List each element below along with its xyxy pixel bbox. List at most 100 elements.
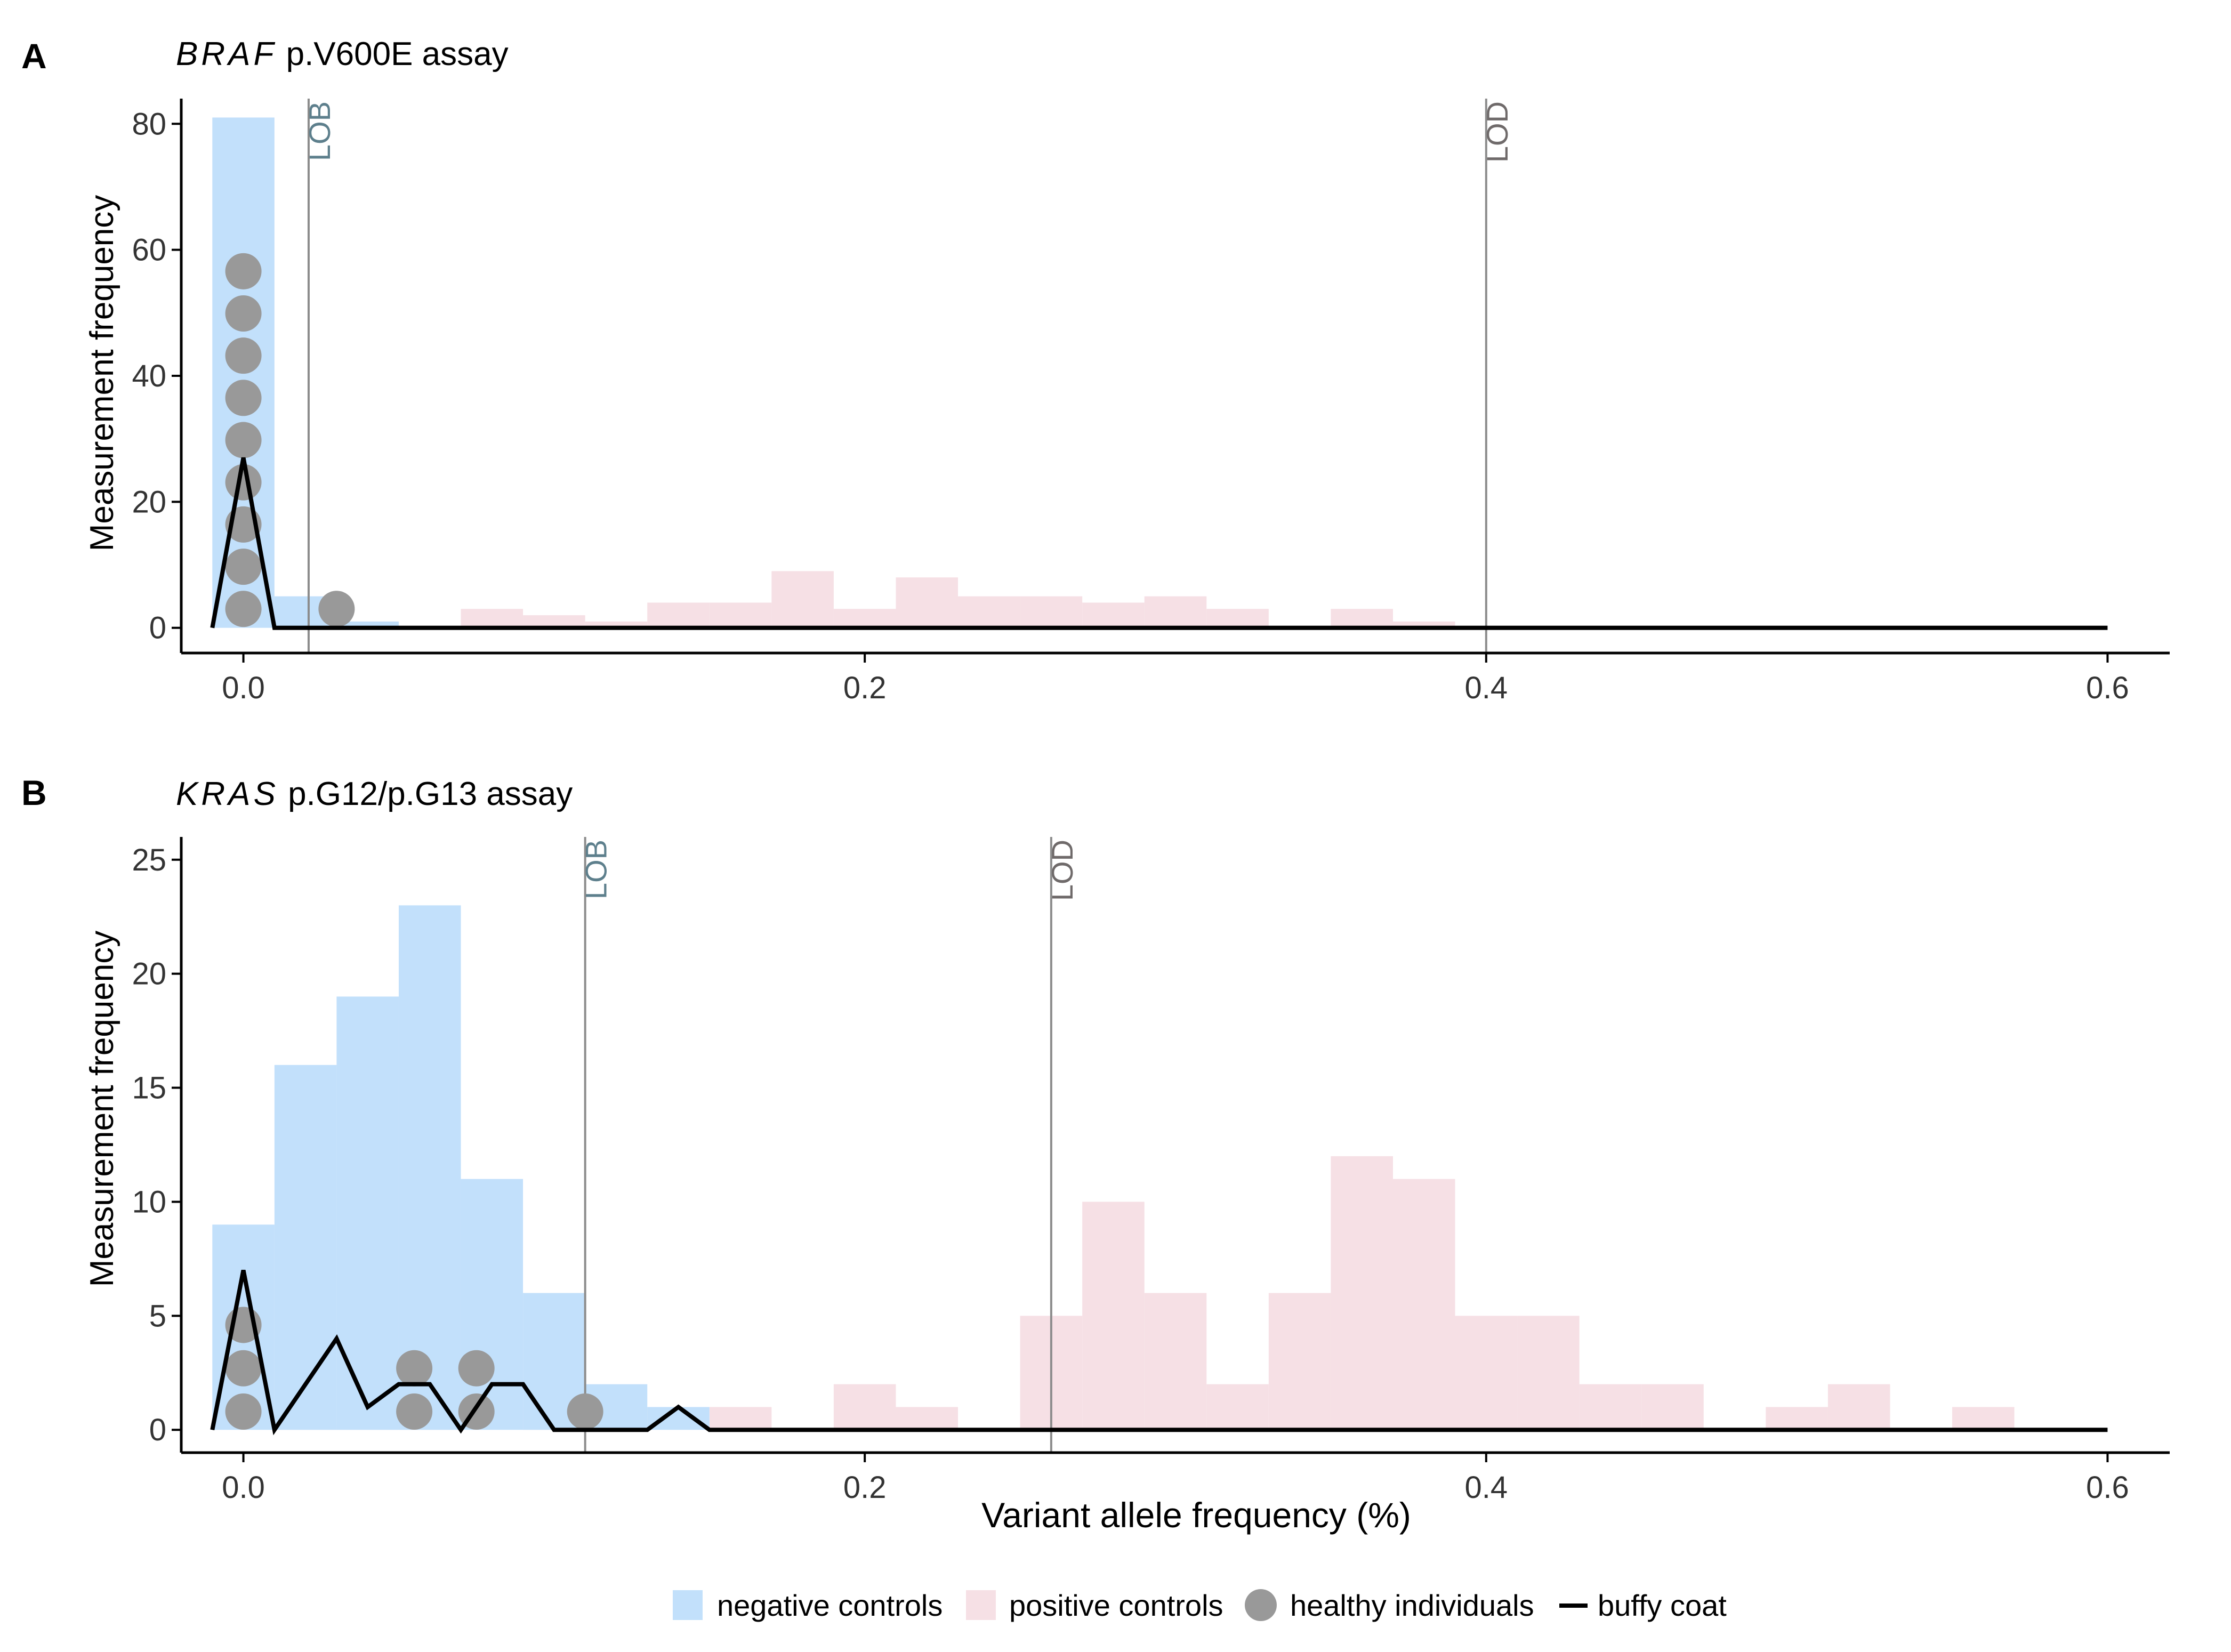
positive-bar-15 bbox=[1455, 1316, 1518, 1430]
x-tick-label-3: 0.6 bbox=[2086, 671, 2129, 705]
positive-bar-2 bbox=[585, 621, 648, 628]
panel-b-ylabel: Measurement frequency bbox=[84, 931, 120, 1287]
negative-bar-4 bbox=[461, 1179, 523, 1430]
negative-bar-2 bbox=[336, 621, 399, 628]
positive-bar-7 bbox=[896, 577, 959, 628]
positive-bar-13 bbox=[1331, 609, 1393, 628]
y-tick-label-1: 5 bbox=[149, 1299, 166, 1333]
negative-bar-7 bbox=[647, 1407, 710, 1430]
y-tick-label-3: 60 bbox=[132, 233, 166, 268]
legend-label-negative: negative controls bbox=[717, 1589, 943, 1622]
healthy-dot-1 bbox=[225, 1350, 262, 1387]
x-tick-label-2: 0.4 bbox=[1464, 671, 1508, 705]
x-tick-label-3: 0.6 bbox=[2086, 1470, 2129, 1505]
x-tick-label-1: 0.2 bbox=[843, 1470, 887, 1505]
healthy-dot-3 bbox=[396, 1393, 433, 1430]
healthy-dot-5 bbox=[225, 380, 262, 416]
healthy-dot-6 bbox=[458, 1350, 495, 1387]
positive-bar-14 bbox=[1392, 1179, 1455, 1430]
positive-bar-0 bbox=[461, 609, 523, 628]
y-tick-label-0: 0 bbox=[149, 611, 166, 646]
legend-label-healthy: healthy individuals bbox=[1290, 1589, 1534, 1622]
positive-bar-3 bbox=[647, 602, 710, 628]
positive-bar-11 bbox=[1206, 1384, 1269, 1430]
positive-bar-12 bbox=[1268, 1293, 1331, 1430]
panel-a-ylabel: Measurement frequency bbox=[84, 195, 120, 552]
healthy-dot-4 bbox=[396, 1350, 433, 1387]
healthy-dot-3 bbox=[225, 464, 262, 501]
lob-label: LOB bbox=[303, 101, 336, 161]
panel-a-title-rest: p.V600E assay bbox=[277, 36, 508, 72]
y-tick-label-4: 80 bbox=[132, 107, 166, 141]
panel-b: B KRAS p.G12/p.G13 assay LOB LOD 0 5 10 15 20 2… bbox=[21, 773, 2170, 1535]
positive-bar-10 bbox=[1082, 602, 1145, 628]
panel-b-plot: LOB LOD 0 5 10 15 20 25 0.0 0.2 0.4 0.6 bbox=[132, 837, 2170, 1505]
healthy-dot-1 bbox=[225, 549, 262, 585]
positive-bar-1 bbox=[523, 615, 585, 628]
positive-bar-18 bbox=[1641, 1384, 1704, 1430]
legend-key-healthy bbox=[1245, 1589, 1277, 1621]
positive-bar-12 bbox=[1206, 609, 1269, 628]
positive-bar-19 bbox=[1766, 1407, 1828, 1430]
healthy-dot-8 bbox=[225, 253, 262, 289]
healthy-dot-4 bbox=[225, 422, 262, 458]
panel-label-b: B bbox=[21, 773, 47, 812]
x-axis-label: Variant allele frequency (%) bbox=[981, 1495, 1411, 1535]
healthy-dot-0 bbox=[225, 591, 262, 627]
panel-b-title-rest: p.G12/p.G13 assay bbox=[279, 776, 573, 812]
legend-label-positive: positive controls bbox=[1009, 1589, 1223, 1622]
positive-bar-13 bbox=[1331, 1156, 1393, 1430]
positive-bar-10 bbox=[1144, 1293, 1207, 1430]
buffy-coat-line bbox=[210, 1270, 2108, 1436]
positive-bar-21 bbox=[1952, 1407, 2015, 1430]
lob-label: LOB bbox=[579, 840, 613, 899]
positive-bar-20 bbox=[1827, 1384, 1890, 1430]
panel-a: A BRAF p.V600E assay LOB LOD 0 20 40 60 80 0.0 0… bbox=[21, 36, 2170, 705]
positive-bar-9 bbox=[1020, 596, 1083, 628]
positive-bar-8 bbox=[958, 596, 1020, 628]
panel-a-title-gene: BRAF bbox=[176, 36, 277, 72]
positive-bar-16 bbox=[1517, 1316, 1580, 1430]
healthy-dot-9 bbox=[318, 591, 355, 627]
panel-b-title: KRAS p.G12/p.G13 assay bbox=[176, 776, 573, 812]
positive-bar-5 bbox=[771, 571, 834, 628]
positive-bar-6 bbox=[833, 609, 896, 628]
healthy-dot-6 bbox=[225, 337, 262, 374]
panel-a-title: BRAF p.V600E assay bbox=[176, 36, 509, 72]
y-tick-label-4: 20 bbox=[132, 957, 166, 992]
positive-bar-5 bbox=[709, 1407, 772, 1430]
panel-a-plot: LOB LOD 0 20 40 60 80 0.0 0.2 0.4 0.6 bbox=[132, 99, 2170, 705]
y-tick-label-2: 10 bbox=[132, 1184, 166, 1219]
x-tick-label-0: 0.0 bbox=[222, 1470, 265, 1505]
healthy-dot-0 bbox=[225, 1393, 262, 1430]
positive-bar-4 bbox=[709, 602, 772, 628]
positive-bar-7 bbox=[896, 1407, 959, 1430]
x-tick-label-2: 0.4 bbox=[1464, 1470, 1508, 1505]
buffy-coat-line bbox=[210, 457, 2108, 630]
y-tick-label-3: 15 bbox=[132, 1071, 166, 1106]
positive-bar-17 bbox=[1579, 1384, 1642, 1430]
legend-label-buffy: buffy coat bbox=[1598, 1589, 1727, 1622]
y-tick-label-1: 20 bbox=[132, 485, 166, 519]
y-tick-label-0: 0 bbox=[149, 1413, 166, 1447]
positive-bar-14 bbox=[1392, 621, 1455, 628]
x-tick-label-0: 0.0 bbox=[222, 671, 265, 705]
positive-bar-9 bbox=[1082, 1202, 1145, 1430]
negative-bar-1 bbox=[274, 1065, 337, 1430]
panel-b-title-gene: KRAS bbox=[176, 776, 279, 812]
lod-label: LOD bbox=[1480, 101, 1514, 163]
legend: negative controls positive controls heal… bbox=[673, 1589, 1727, 1622]
positive-bar-11 bbox=[1144, 596, 1207, 628]
healthy-dot-7 bbox=[225, 295, 262, 332]
legend-key-negative bbox=[673, 1590, 703, 1620]
y-tick-label-5: 25 bbox=[132, 843, 166, 877]
panel-label-a: A bbox=[21, 36, 47, 76]
lod-label: LOD bbox=[1045, 840, 1079, 901]
x-tick-label-1: 0.2 bbox=[843, 671, 887, 705]
negative-bar-2 bbox=[336, 996, 399, 1430]
y-tick-label-2: 40 bbox=[132, 359, 166, 393]
positive-bar-6 bbox=[833, 1384, 896, 1430]
negative-bar-3 bbox=[398, 905, 461, 1430]
healthy-dot-7 bbox=[567, 1393, 603, 1430]
